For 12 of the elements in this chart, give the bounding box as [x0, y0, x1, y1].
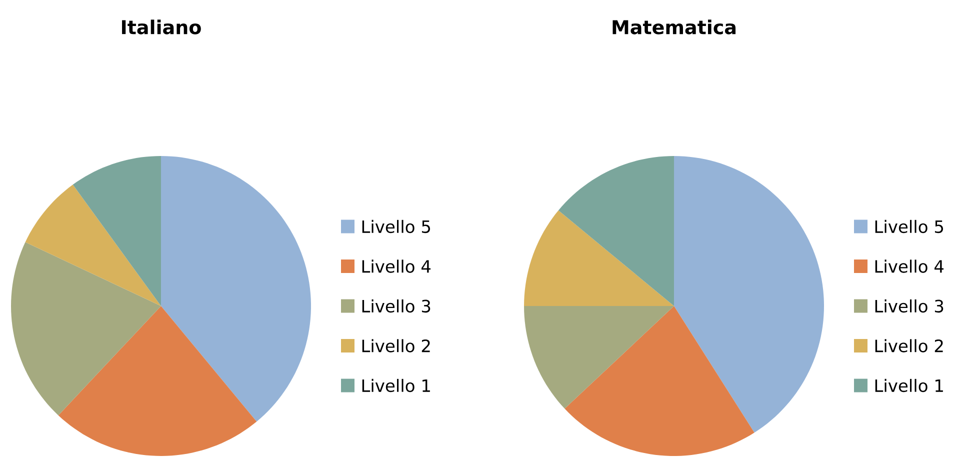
legend-label: Livello 3	[875, 299, 944, 313]
chart-title: Matematica	[612, 20, 736, 34]
legend-label: Livello 2	[875, 339, 943, 352]
legend-label: Livello 1	[875, 378, 943, 392]
legend-label: Livello 4	[875, 260, 944, 273]
legend-label: Livello 3	[362, 299, 430, 313]
legend-label: Livello 5	[875, 220, 943, 234]
legend-label: Livello 4	[362, 260, 431, 273]
legend-label: Livello 1	[362, 378, 430, 392]
legend-label: Livello 5	[362, 220, 430, 234]
chart-title: Italiano	[122, 20, 201, 34]
legend-label: Livello 2	[362, 339, 430, 352]
